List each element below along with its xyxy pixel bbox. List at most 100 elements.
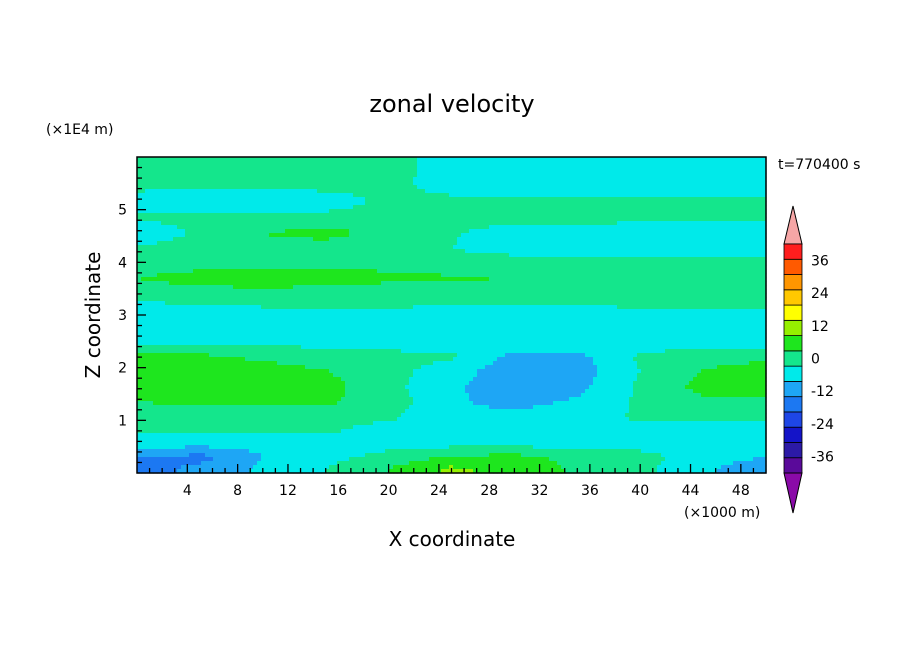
- contour-cell: [517, 161, 522, 166]
- contour-cell: [349, 177, 354, 182]
- contour-cell: [185, 201, 190, 206]
- contour-cell: [681, 165, 686, 170]
- contour-cell: [633, 277, 638, 282]
- contour-cell: [649, 241, 654, 246]
- contour-cell: [365, 241, 370, 246]
- contour-cell: [337, 161, 342, 166]
- contour-cell: [201, 225, 206, 230]
- contour-cell: [309, 277, 314, 282]
- contour-cell: [329, 165, 334, 170]
- contour-cell: [389, 221, 394, 226]
- contour-cell: [597, 253, 602, 258]
- contour-cell: [745, 273, 750, 278]
- contour-cell: [425, 177, 430, 182]
- contour-cell: [697, 173, 702, 178]
- contour-cell: [185, 161, 190, 166]
- contour-cell: [161, 205, 166, 210]
- contour-cell: [257, 269, 262, 274]
- contour-cell: [669, 173, 674, 178]
- contour-cell: [497, 185, 502, 190]
- contour-cell: [161, 177, 166, 182]
- contour-cell: [585, 173, 590, 178]
- contour-cell: [449, 197, 454, 202]
- contour-cell: [721, 161, 726, 166]
- contour-cell: [753, 173, 758, 178]
- contour-cell: [273, 233, 278, 238]
- contour-cell: [701, 273, 706, 278]
- contour-cell: [333, 277, 338, 282]
- contour-cell: [393, 185, 398, 190]
- contour-cell: [137, 245, 142, 250]
- contour-cell: [601, 245, 606, 250]
- contour-cell: [597, 205, 602, 210]
- contour-cell: [393, 237, 398, 242]
- contour-cell: [493, 165, 498, 170]
- contour-cell: [449, 273, 454, 278]
- contour-cell: [157, 261, 162, 266]
- contour-cell: [641, 245, 646, 250]
- contour-cell: [337, 217, 342, 222]
- contour-cell: [249, 229, 254, 234]
- contour-cell: [269, 161, 274, 166]
- contour-cell: [149, 273, 154, 278]
- contour-cell: [277, 225, 282, 230]
- contour-cell: [349, 169, 354, 174]
- contour-cell: [237, 273, 242, 278]
- contour-cell: [149, 249, 154, 254]
- contour-cell: [593, 241, 598, 246]
- contour-cell: [405, 245, 410, 250]
- contour-cell: [577, 169, 582, 174]
- contour-cell: [677, 225, 682, 230]
- contour-cell: [633, 173, 638, 178]
- contour-cell: [273, 189, 278, 194]
- contour-cell: [269, 261, 274, 266]
- contour-cell: [705, 257, 710, 262]
- contour-cell: [377, 165, 382, 170]
- contour-cell: [213, 209, 218, 214]
- contour-cell: [653, 169, 658, 174]
- contour-cell: [193, 253, 198, 258]
- contour-cell: [369, 189, 374, 194]
- contour-cell: [213, 201, 218, 206]
- contour-cell: [361, 281, 366, 286]
- contour-cell: [469, 257, 474, 262]
- contour-cell: [609, 221, 614, 226]
- contour-cell: [373, 201, 378, 206]
- contour-cell: [749, 205, 754, 210]
- contour-cell: [621, 237, 626, 242]
- contour-cell: [257, 261, 262, 266]
- contour-cell: [541, 261, 546, 266]
- contour-cell: [529, 201, 534, 206]
- contour-cell: [485, 197, 490, 202]
- contour-cell: [269, 221, 274, 226]
- contour-cell: [481, 253, 486, 258]
- contour-cell: [733, 253, 738, 258]
- contour-cell: [417, 253, 422, 258]
- contour-cell: [637, 241, 642, 246]
- contour-cell: [753, 157, 758, 162]
- contour-cell: [165, 213, 170, 218]
- contour-cell: [185, 177, 190, 182]
- contour-cell: [753, 161, 758, 166]
- contour-cell: [169, 217, 174, 222]
- contour-cell: [213, 233, 218, 238]
- contour-cell: [233, 269, 238, 274]
- contour-cell: [561, 233, 566, 238]
- contour-cell: [153, 237, 158, 242]
- contour-cell: [549, 197, 554, 202]
- contour-cell: [749, 237, 754, 242]
- contour-cell: [657, 245, 662, 250]
- contour-cell: [533, 205, 538, 210]
- contour-cell: [337, 201, 342, 206]
- contour-cell: [717, 273, 722, 278]
- contour-cell: [149, 213, 154, 218]
- contour-cell: [573, 209, 578, 214]
- contour-cell: [317, 217, 322, 222]
- contour-cell: [269, 253, 274, 258]
- contour-cell: [653, 181, 658, 186]
- contour-cell: [757, 209, 762, 214]
- contour-cell: [749, 213, 754, 218]
- contour-cell: [357, 173, 362, 178]
- contour-cell: [673, 241, 678, 246]
- contour-cell: [445, 229, 450, 234]
